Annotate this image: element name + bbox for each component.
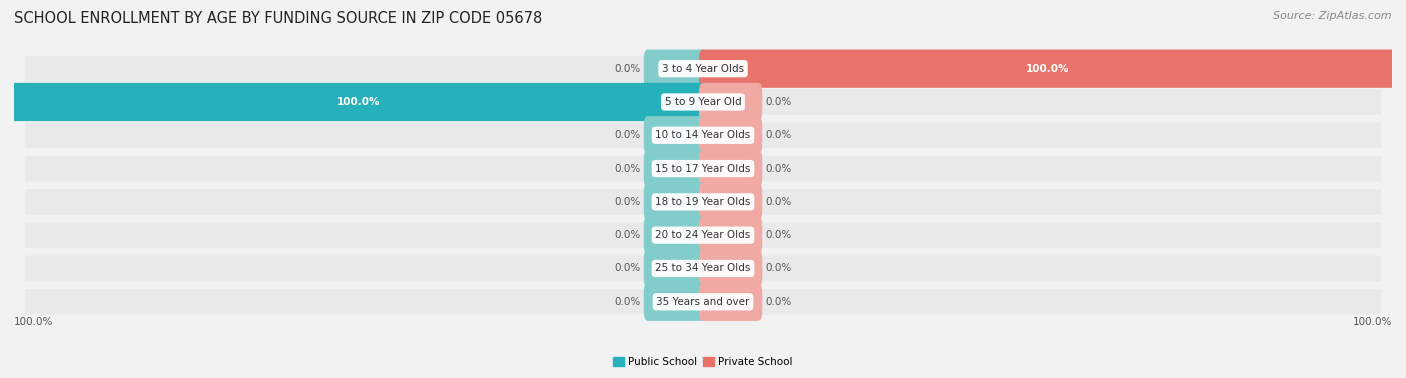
- Text: 0.0%: 0.0%: [614, 263, 641, 273]
- Text: 0.0%: 0.0%: [765, 297, 792, 307]
- FancyBboxPatch shape: [25, 56, 1381, 82]
- FancyBboxPatch shape: [644, 216, 707, 254]
- Text: 0.0%: 0.0%: [614, 64, 641, 74]
- FancyBboxPatch shape: [644, 149, 707, 188]
- FancyBboxPatch shape: [699, 183, 762, 221]
- Legend: Public School, Private School: Public School, Private School: [610, 354, 796, 370]
- Text: 35 Years and over: 35 Years and over: [657, 297, 749, 307]
- Text: 0.0%: 0.0%: [765, 97, 792, 107]
- Text: 0.0%: 0.0%: [765, 263, 792, 273]
- Text: 100.0%: 100.0%: [14, 318, 53, 327]
- Text: 3 to 4 Year Olds: 3 to 4 Year Olds: [662, 64, 744, 74]
- Text: SCHOOL ENROLLMENT BY AGE BY FUNDING SOURCE IN ZIP CODE 05678: SCHOOL ENROLLMENT BY AGE BY FUNDING SOUR…: [14, 11, 543, 26]
- Text: 0.0%: 0.0%: [614, 130, 641, 140]
- FancyBboxPatch shape: [644, 249, 707, 288]
- FancyBboxPatch shape: [699, 149, 762, 188]
- FancyBboxPatch shape: [25, 89, 1381, 115]
- Text: 0.0%: 0.0%: [614, 197, 641, 207]
- FancyBboxPatch shape: [699, 50, 1396, 88]
- Text: 100.0%: 100.0%: [337, 97, 380, 107]
- Text: 5 to 9 Year Old: 5 to 9 Year Old: [665, 97, 741, 107]
- Text: Source: ZipAtlas.com: Source: ZipAtlas.com: [1274, 11, 1392, 21]
- FancyBboxPatch shape: [25, 156, 1381, 181]
- Text: 0.0%: 0.0%: [765, 130, 792, 140]
- FancyBboxPatch shape: [699, 83, 762, 121]
- Text: 18 to 19 Year Olds: 18 to 19 Year Olds: [655, 197, 751, 207]
- FancyBboxPatch shape: [25, 189, 1381, 215]
- FancyBboxPatch shape: [644, 283, 707, 321]
- FancyBboxPatch shape: [644, 183, 707, 221]
- Text: 15 to 17 Year Olds: 15 to 17 Year Olds: [655, 164, 751, 174]
- Text: 0.0%: 0.0%: [614, 297, 641, 307]
- FancyBboxPatch shape: [25, 122, 1381, 148]
- Text: 25 to 34 Year Olds: 25 to 34 Year Olds: [655, 263, 751, 273]
- Text: 0.0%: 0.0%: [765, 230, 792, 240]
- FancyBboxPatch shape: [644, 116, 707, 155]
- FancyBboxPatch shape: [699, 216, 762, 254]
- Text: 100.0%: 100.0%: [1353, 318, 1392, 327]
- FancyBboxPatch shape: [699, 249, 762, 288]
- FancyBboxPatch shape: [644, 50, 707, 88]
- FancyBboxPatch shape: [25, 256, 1381, 281]
- Text: 100.0%: 100.0%: [1026, 64, 1069, 74]
- Text: 0.0%: 0.0%: [614, 164, 641, 174]
- Text: 20 to 24 Year Olds: 20 to 24 Year Olds: [655, 230, 751, 240]
- FancyBboxPatch shape: [25, 222, 1381, 248]
- FancyBboxPatch shape: [699, 283, 762, 321]
- FancyBboxPatch shape: [699, 116, 762, 155]
- Text: 0.0%: 0.0%: [765, 197, 792, 207]
- FancyBboxPatch shape: [25, 289, 1381, 314]
- Text: 0.0%: 0.0%: [765, 164, 792, 174]
- Text: 10 to 14 Year Olds: 10 to 14 Year Olds: [655, 130, 751, 140]
- Text: 0.0%: 0.0%: [614, 230, 641, 240]
- FancyBboxPatch shape: [10, 83, 707, 121]
